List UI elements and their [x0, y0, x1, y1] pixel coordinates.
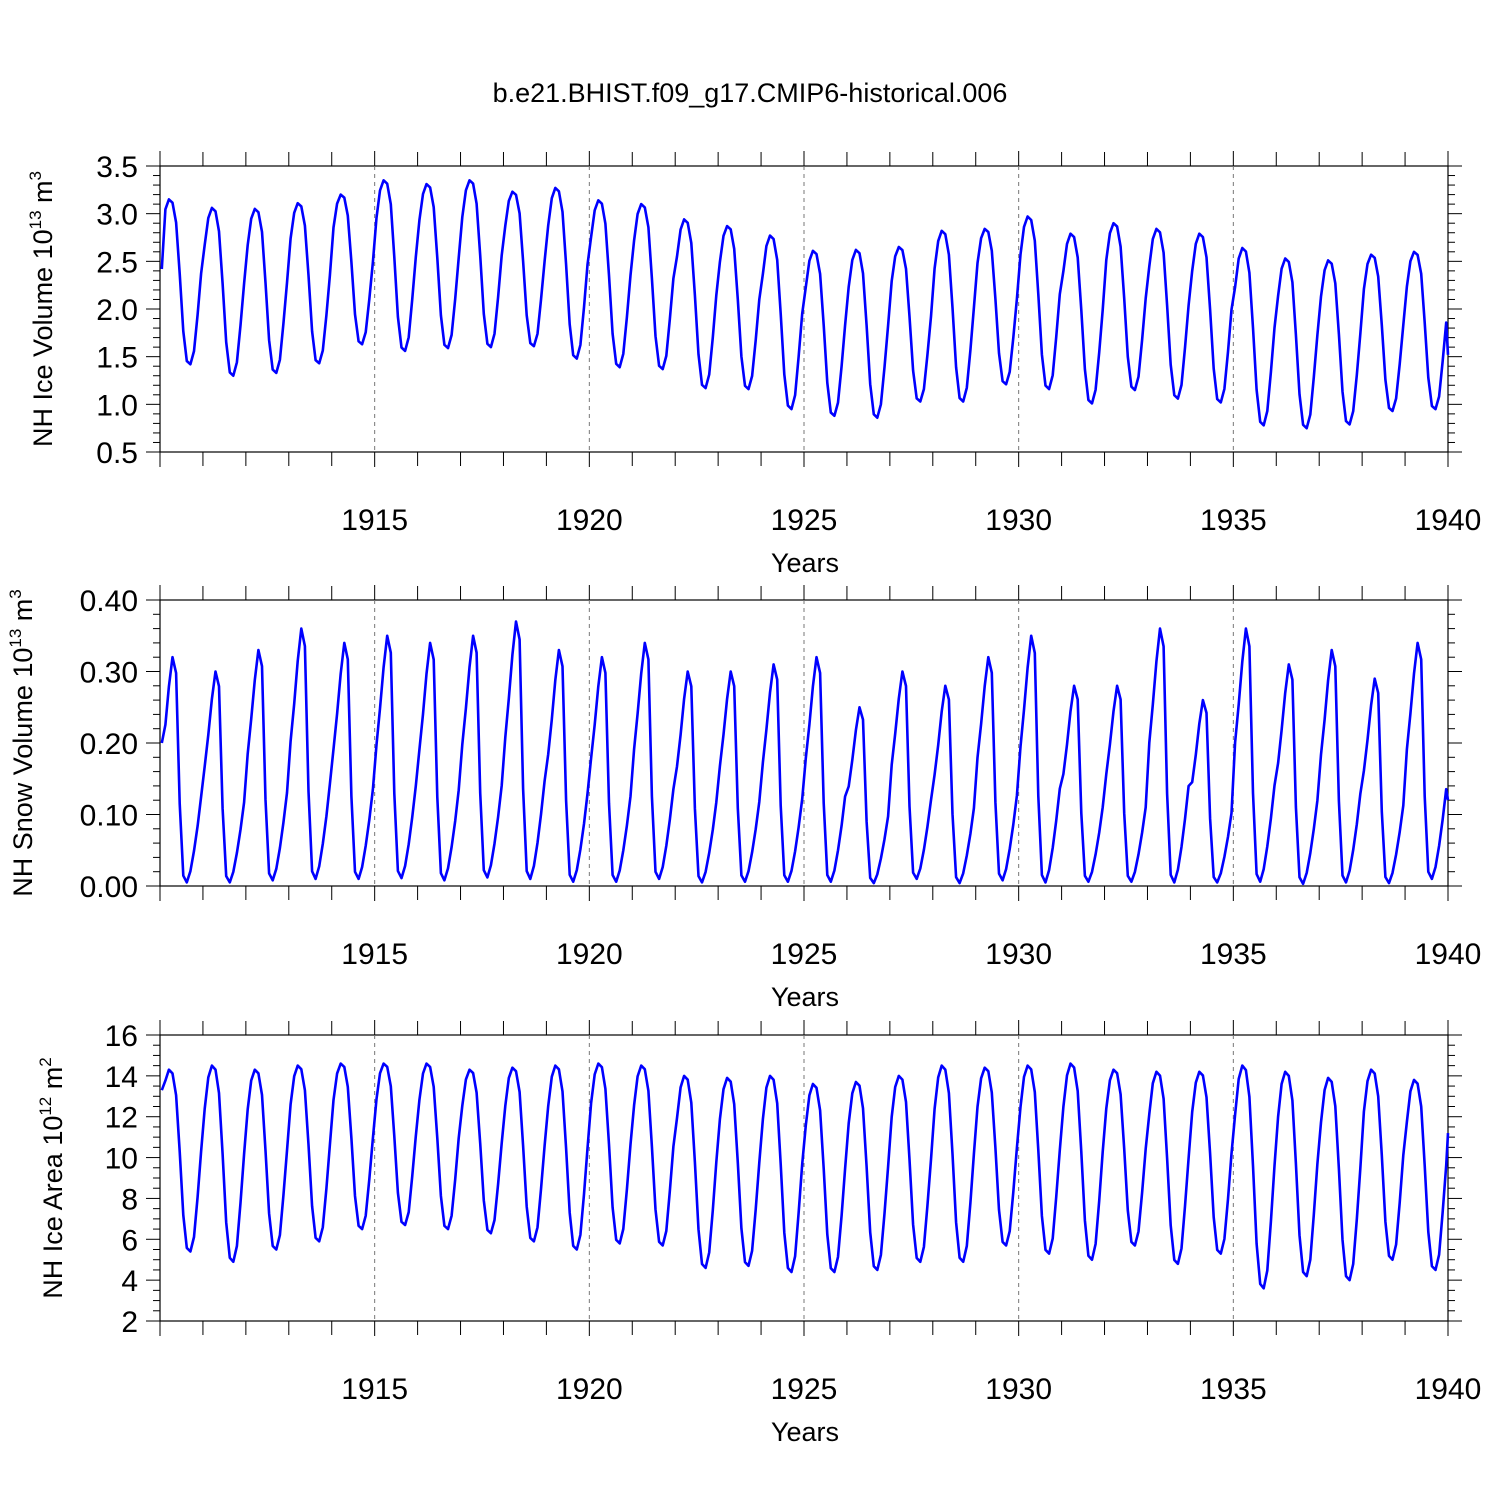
y-tick-label: 4: [121, 1265, 138, 1298]
y-tick-label: 0.00: [80, 871, 138, 904]
y-tick-label: 16: [105, 1020, 138, 1053]
x-tick-label: 1915: [341, 938, 408, 971]
y-tick-label: 14: [105, 1061, 138, 1094]
series-line: [160, 1062, 1450, 1290]
chart-panel-1: 0.5 1.0 1.5 2.0 2.5 3.0 3.5 1915 1920 1925 1930 193…: [26, 151, 1481, 578]
x-tick-label: 1930: [985, 504, 1052, 537]
y-tick-label: 2.0: [96, 294, 138, 327]
y-tick-label: 10: [105, 1143, 138, 1176]
y-tick-label: 1.5: [96, 342, 138, 375]
y-tick-label: 0.5: [96, 437, 138, 470]
x-tick-label: 1920: [556, 938, 623, 971]
y-tick-label: 8: [121, 1183, 138, 1216]
chart-panel-3: 2 4 6 8 10 12 14 16 1915 1920 1925 1930 1935 1940 Year…: [36, 1020, 1481, 1447]
y-tick-label: 3.5: [96, 151, 138, 184]
y-axis-label: NH Ice Volume 1013 m3: [26, 171, 58, 447]
x-tick-label: 1915: [341, 1373, 408, 1406]
x-axis-label: Years: [771, 1417, 839, 1447]
x-tick-label: 1925: [771, 504, 838, 537]
x-tick-label: 1920: [556, 504, 623, 537]
x-tick-label: 1940: [1415, 938, 1482, 971]
x-tick-label: 1935: [1200, 504, 1267, 537]
y-tick-label: 3.0: [96, 199, 138, 232]
x-axis-label: Years: [771, 548, 839, 578]
y-tick-label: 2.5: [96, 246, 138, 279]
series-line: [160, 620, 1450, 886]
x-tick-label: 1920: [556, 1373, 623, 1406]
series-line: [160, 179, 1450, 430]
x-tick-label: 1940: [1415, 1373, 1482, 1406]
chart-panel-2: 0.00 0.10 0.20 0.30 0.40 1915 1920 1925 1930 1935…: [6, 585, 1481, 1012]
x-tick-label: 1940: [1415, 504, 1482, 537]
figure-title: b.e21.BHIST.f09_g17.CMIP6-historical.006: [493, 78, 1008, 108]
y-tick-label: 0.40: [80, 585, 138, 618]
x-tick-label: 1935: [1200, 938, 1267, 971]
y-axis-label: NH Snow Volume 1013 m3: [6, 589, 38, 897]
x-tick-label: 1925: [771, 938, 838, 971]
x-tick-label: 1915: [341, 504, 408, 537]
y-tick-label: 6: [121, 1224, 138, 1257]
x-tick-label: 1935: [1200, 1373, 1267, 1406]
y-tick-label: 2: [121, 1306, 138, 1339]
y-tick-label: 12: [105, 1102, 138, 1135]
y-axis-label: NH Ice Area 1012 m2: [36, 1057, 68, 1298]
y-tick-label: 0.10: [80, 800, 138, 833]
y-tick-label: 1.0: [96, 389, 138, 422]
y-tick-label: 0.20: [80, 728, 138, 761]
x-tick-label: 1925: [771, 1373, 838, 1406]
x-tick-label: 1930: [985, 938, 1052, 971]
x-axis-label: Years: [771, 982, 839, 1012]
y-tick-label: 0.30: [80, 657, 138, 690]
x-tick-label: 1930: [985, 1373, 1052, 1406]
